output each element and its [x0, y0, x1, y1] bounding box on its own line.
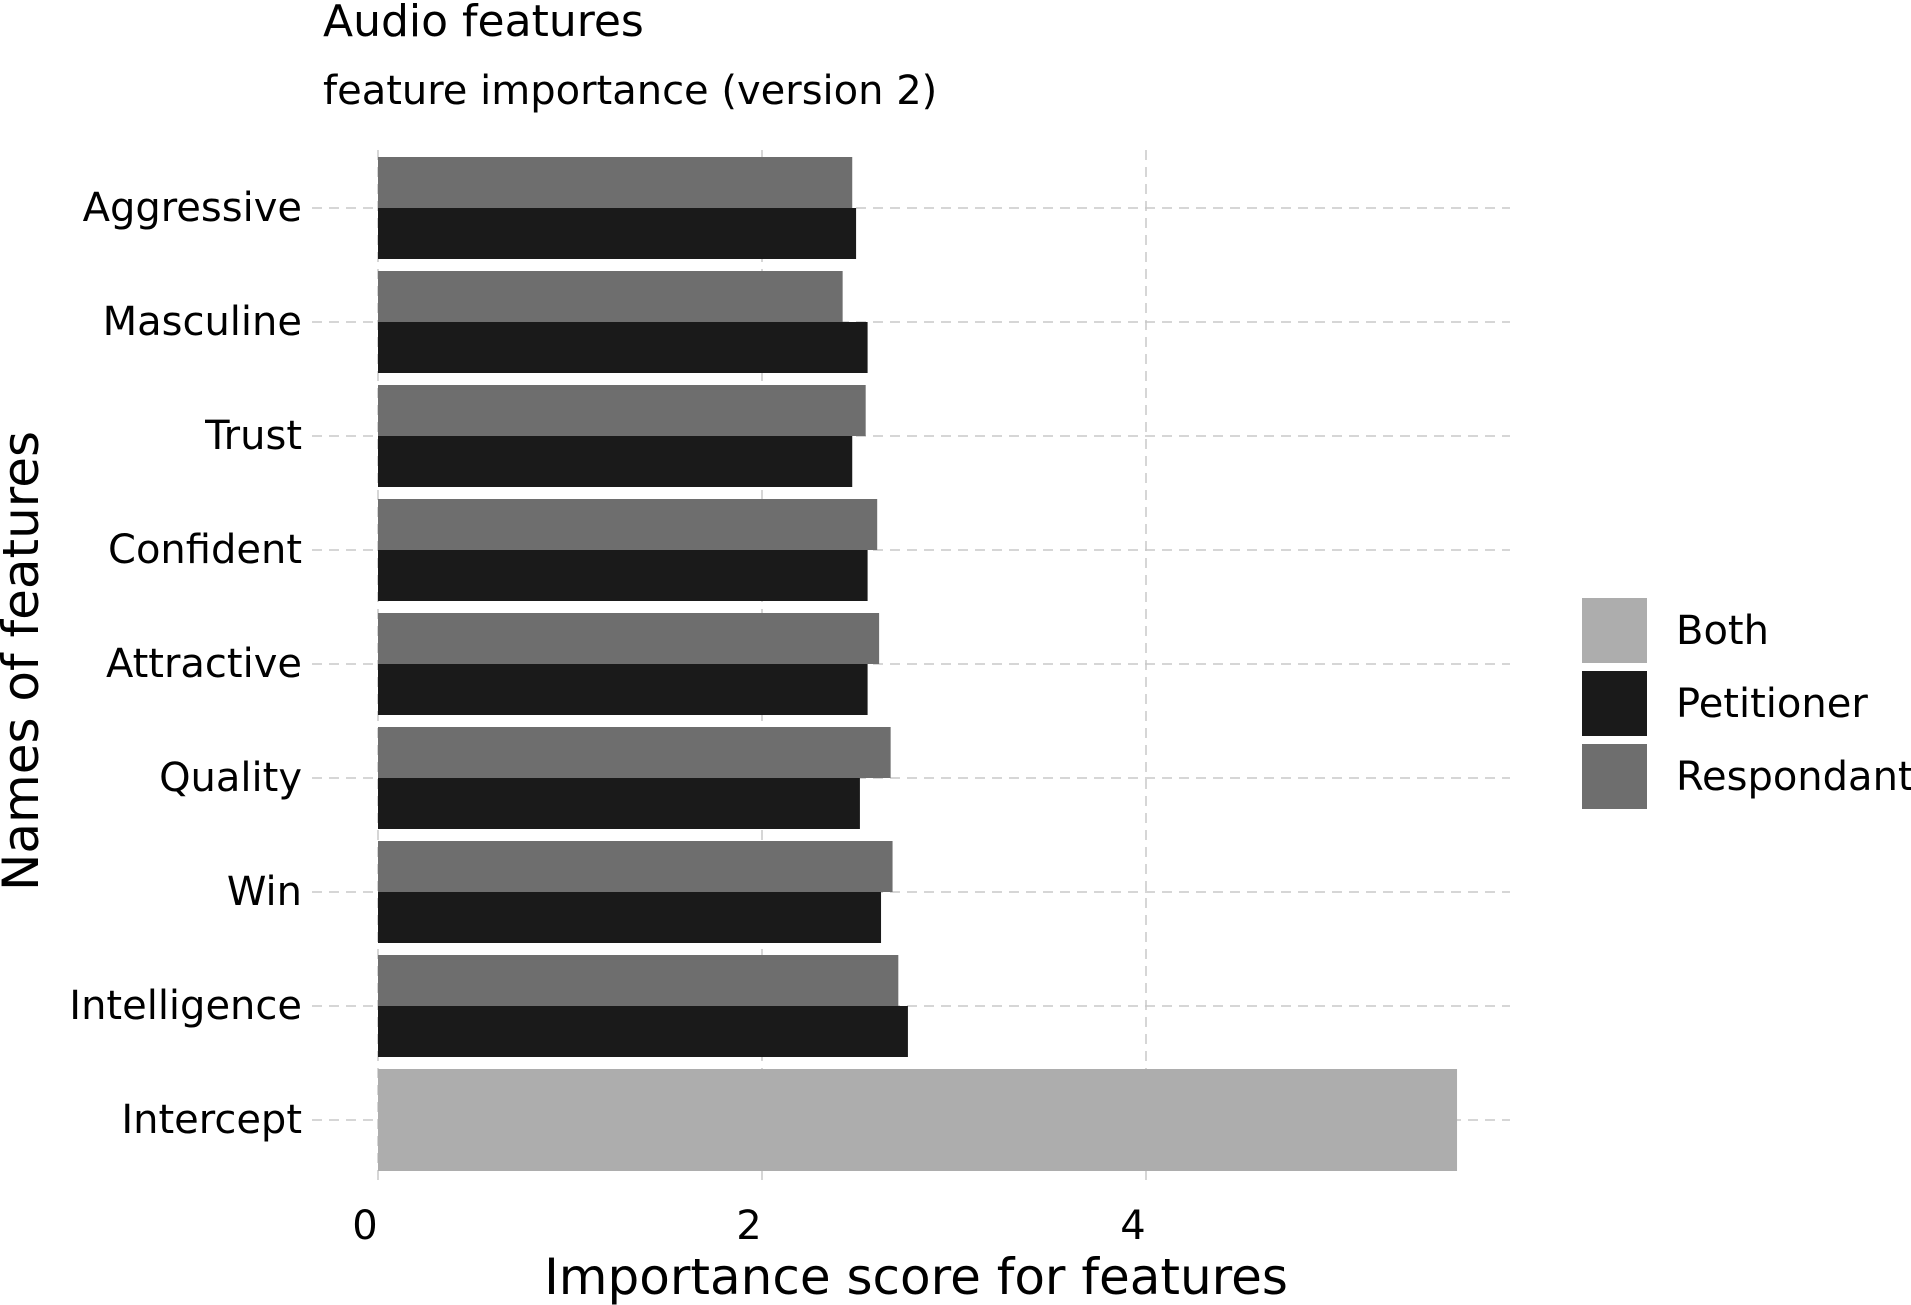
- x-axis-label: Importance score for features: [544, 1248, 1288, 1305]
- bar-both: [378, 1069, 1458, 1171]
- bar-respondant: [378, 157, 853, 208]
- y-tick-label: Intelligence: [69, 983, 302, 1029]
- bar-petitioner: [378, 1006, 908, 1057]
- y-tick-labels: Aggressive Masculine Trust Confident Attract…: [69, 185, 302, 1143]
- bar-petitioner: [378, 208, 857, 259]
- x-tick-label: 2: [736, 1203, 761, 1249]
- y-tick-label: Attractive: [106, 641, 302, 687]
- y-tick-label: Intercept: [121, 1097, 302, 1143]
- x-tick-label: 0: [352, 1203, 377, 1249]
- bar-respondant: [378, 499, 878, 550]
- chart-subtitle: feature importance (version 2): [323, 68, 937, 114]
- bar-respondant: [378, 955, 899, 1006]
- bar-petitioner: [378, 892, 882, 943]
- bar-petitioner: [378, 550, 868, 601]
- bar-petitioner: [378, 778, 860, 829]
- legend-label: Petitioner: [1676, 681, 1868, 727]
- bars: [378, 157, 1458, 1171]
- legend-swatch: [1582, 744, 1647, 809]
- x-tick-labels: 0 2 4: [352, 1203, 1145, 1249]
- bar-respondant: [378, 385, 866, 436]
- legend: Both Petitioner Respondant: [1582, 598, 1911, 809]
- legend-swatch: [1582, 671, 1647, 736]
- y-tick-label: Quality: [159, 755, 302, 801]
- y-tick-label: Confident: [108, 527, 302, 573]
- bar-respondant: [378, 613, 880, 664]
- y-tick-label: Trust: [204, 413, 302, 459]
- y-tick-label: Aggressive: [83, 185, 302, 231]
- bar-respondant: [378, 271, 843, 322]
- y-axis-label: Names of features: [0, 431, 50, 891]
- bar-petitioner: [378, 664, 868, 715]
- legend-label: Both: [1676, 608, 1769, 654]
- bar-petitioner: [378, 436, 853, 487]
- x-tick-label: 4: [1120, 1203, 1145, 1249]
- legend-swatch: [1582, 598, 1647, 663]
- bar-petitioner: [378, 322, 868, 373]
- y-tick-label: Win: [227, 869, 302, 915]
- chart-title: Audio features: [323, 0, 644, 47]
- bar-respondant: [378, 841, 893, 892]
- bar-respondant: [378, 727, 891, 778]
- legend-label: Respondant: [1676, 754, 1911, 800]
- y-tick-label: Masculine: [103, 299, 302, 345]
